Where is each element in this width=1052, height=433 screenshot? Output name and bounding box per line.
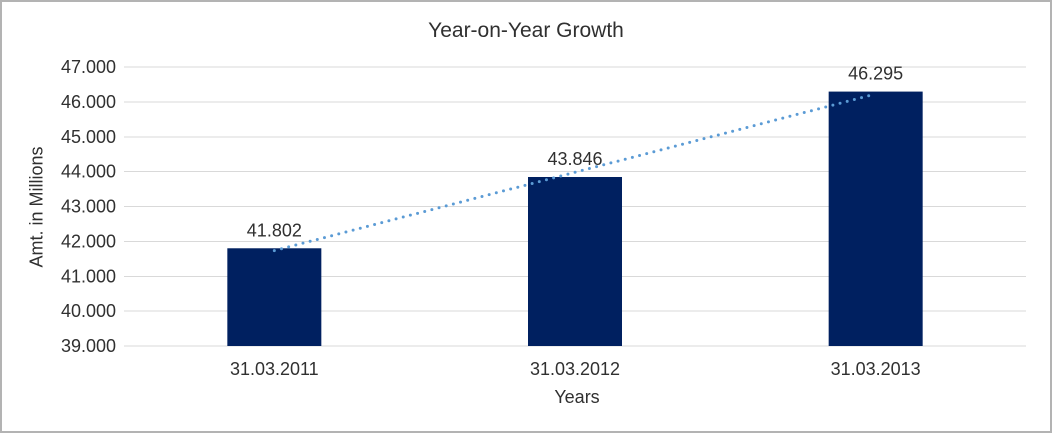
y-tick-label: 42.000 xyxy=(61,231,116,251)
x-category-label: 31.03.2012 xyxy=(530,359,620,379)
x-category-label: 31.03.2011 xyxy=(230,359,319,379)
value-label: 46.295 xyxy=(848,64,903,84)
y-tick-label: 46.000 xyxy=(61,92,116,112)
value-label: 41.802 xyxy=(247,220,302,240)
bar xyxy=(528,176,622,346)
y-tick-label: 43.000 xyxy=(61,197,116,217)
x-axis-title: Years xyxy=(554,387,600,407)
y-tick-label: 41.000 xyxy=(61,266,116,286)
y-tick-label: 44.000 xyxy=(61,162,116,182)
value-label: 43.846 xyxy=(547,149,602,169)
y-tick-label: 45.000 xyxy=(61,127,116,147)
x-category-label: 31.03.2013 xyxy=(831,359,921,379)
y-tick-label: 39.000 xyxy=(61,336,116,356)
trendline xyxy=(272,92,878,253)
y-tick-label: 47.000 xyxy=(61,57,116,77)
y-tick-label: 40.000 xyxy=(61,301,116,321)
bar xyxy=(227,248,322,346)
chart-title: Year-on-Year Growth xyxy=(428,19,624,42)
bar xyxy=(828,91,923,346)
